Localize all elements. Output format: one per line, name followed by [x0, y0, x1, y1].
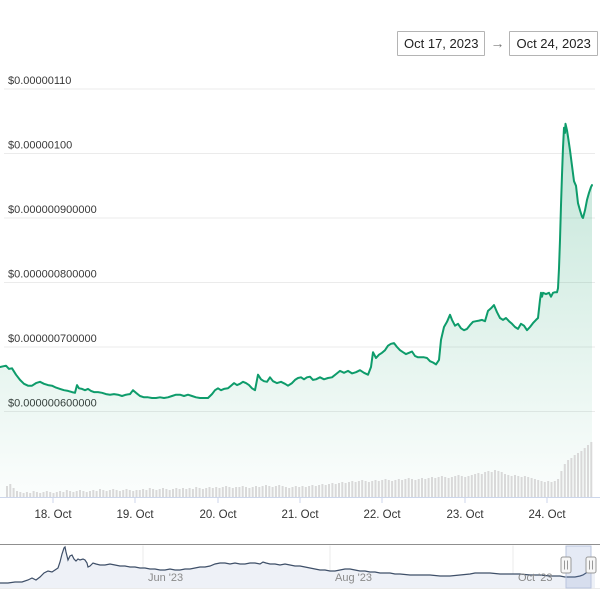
- x-axis-label: 21. Oct: [281, 509, 319, 521]
- x-axis-label: 20. Oct: [199, 509, 237, 521]
- y-axis-label: $0.000000700000: [8, 333, 97, 345]
- x-axis-label: 22. Oct: [363, 509, 401, 521]
- navigator-axis-label: Aug '23: [335, 572, 372, 584]
- navigator-left-handle[interactable]: [560, 556, 572, 574]
- date-from-input[interactable]: Oct 17, 2023: [397, 31, 486, 56]
- navigator-axis-labels: Jun '23 Aug '23 Oct '23: [148, 572, 553, 584]
- arrow-right-icon: →: [490, 35, 505, 51]
- y-axis-label: $0.00000110: [8, 75, 71, 87]
- x-axis-labels: 18. Oct 19. Oct 20. Oct 21. Oct 22. Oct 23. O…: [34, 509, 566, 521]
- navigator-line: [0, 545, 596, 584]
- date-to-input[interactable]: Oct 24, 2023: [509, 31, 598, 56]
- x-axis-label: 18. Oct: [34, 509, 72, 521]
- y-axis-label: $0.000000900000: [8, 204, 97, 216]
- x-axis-ticks: [52, 497, 548, 503]
- x-axis-label: 19. Oct: [116, 509, 154, 521]
- x-axis-label: 23. Oct: [446, 509, 484, 521]
- y-axis-labels: $0.00000110 $0.00000100 $0.000000900000 $0.…: [8, 75, 97, 410]
- y-axis-label: $0.00000100: [8, 140, 72, 152]
- x-axis-label: 24. Oct: [528, 509, 566, 521]
- volume-bars: [6, 442, 593, 497]
- navigator-right-handle[interactable]: [585, 556, 597, 574]
- date-range-picker: Oct 17, 2023 → Oct 24, 2023: [397, 31, 598, 56]
- navigator-area-fill[interactable]: [0, 547, 595, 588]
- navigator-axis-label: Oct '23: [518, 572, 553, 584]
- navigator-axis-label: Jun '23: [148, 572, 183, 584]
- y-axis-label: $0.000000800000: [8, 269, 97, 281]
- price-line: [0, 122, 593, 399]
- price-area-fill: [0, 123, 592, 498]
